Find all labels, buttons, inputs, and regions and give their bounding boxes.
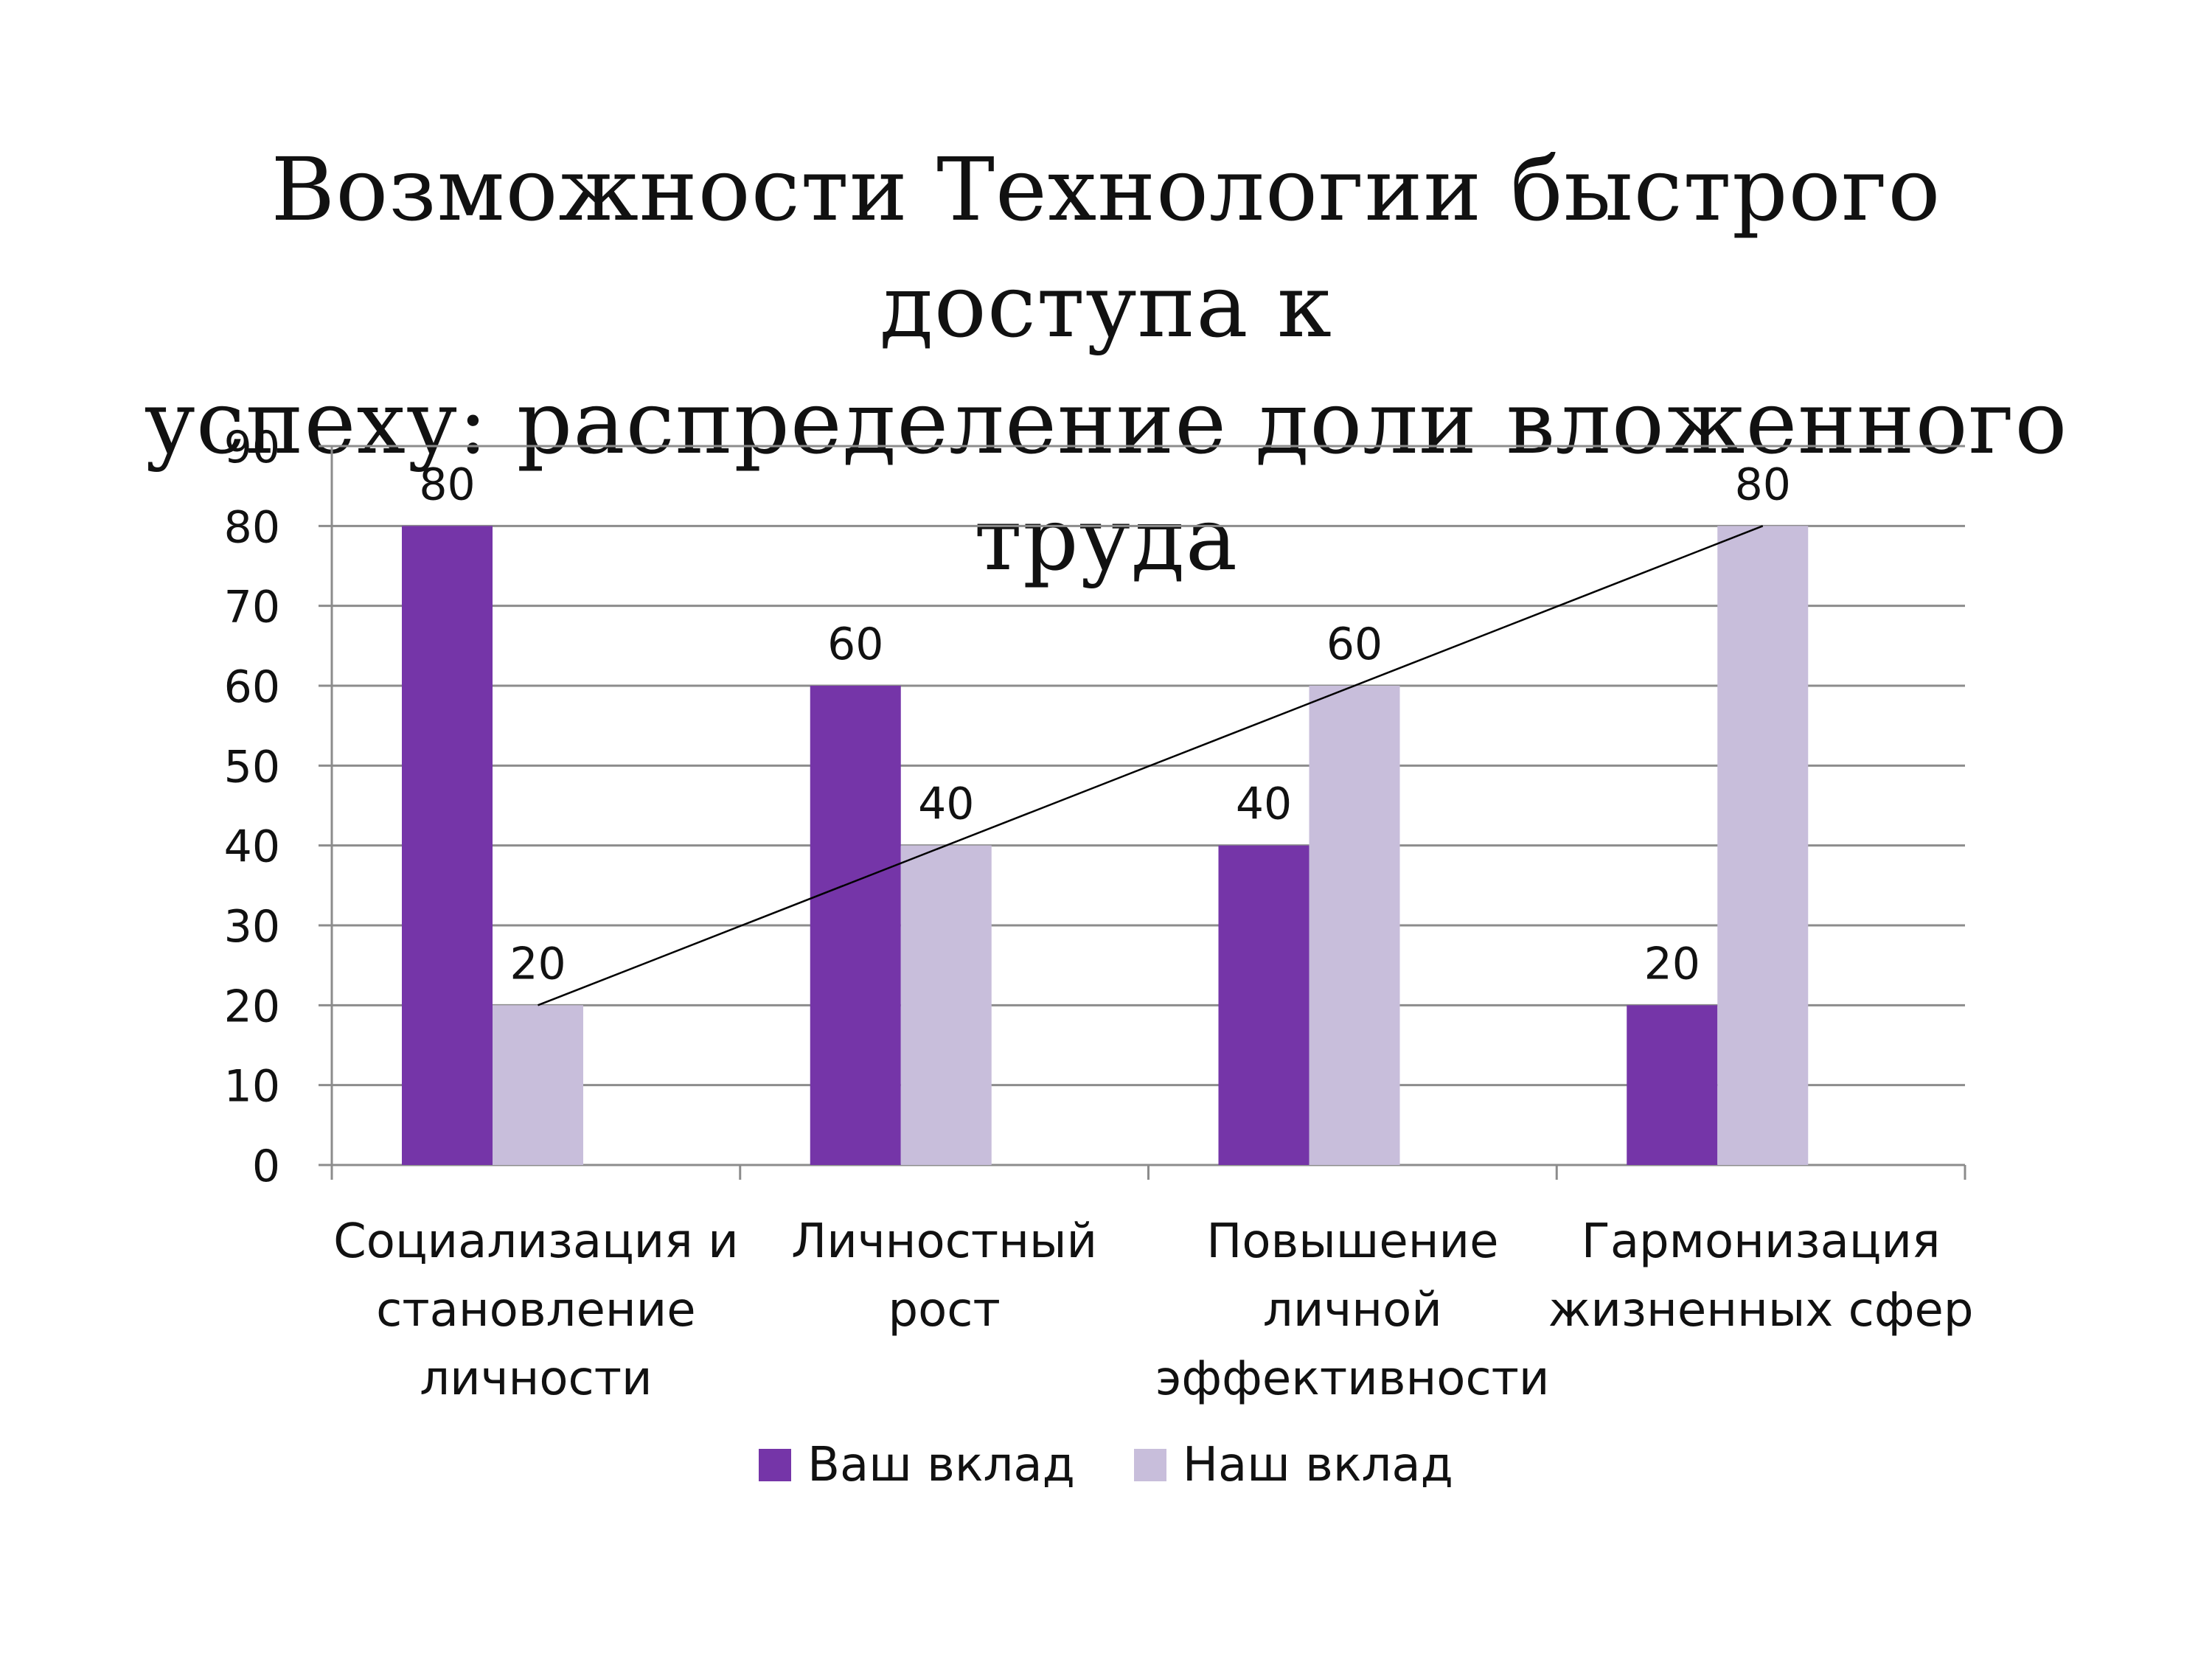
legend-swatch-series-1	[759, 1449, 792, 1481]
y-tick-labels: 0 10 20 30 40 50 60 70 80 90	[224, 422, 280, 1192]
data-label: 80	[419, 459, 475, 510]
legend-label-series-1: Ваш вклад	[807, 1438, 1075, 1492]
trendline	[538, 525, 1764, 1006]
data-label: 60	[1326, 619, 1382, 670]
y-tick-label: 10	[224, 1061, 280, 1113]
category-label-line: Повышение	[1206, 1214, 1498, 1269]
data-label: 60	[827, 619, 883, 670]
bar-series-1	[1218, 845, 1310, 1165]
data-label: 40	[918, 779, 974, 830]
category-label: Социализация и становление личности	[333, 1214, 739, 1406]
category-label: Гармонизация жизненных сфер	[1548, 1214, 1974, 1338]
category-label: Личностный рост	[791, 1214, 1097, 1338]
bar-series-2	[493, 1005, 583, 1165]
bar-series-1	[810, 686, 901, 1165]
data-labels: 80 60 40 20 20 40 60 80	[419, 459, 1791, 990]
category-label-line: эффективности	[1155, 1352, 1549, 1406]
title-line-2: успеху: распределение доли вложенного тр…	[144, 372, 2068, 590]
data-label: 20	[509, 938, 566, 990]
category-label: Повышение личной эффективности	[1155, 1214, 1549, 1406]
bar-series-2	[1717, 526, 1809, 1165]
category-label-line: Личностный	[791, 1214, 1097, 1269]
y-tick-label: 60	[224, 661, 280, 713]
legend: Ваш вклад Наш вклад	[0, 1438, 2212, 1492]
category-label-line: Социализация и	[333, 1214, 739, 1269]
y-tick-label: 90	[224, 422, 280, 473]
data-label: 20	[1644, 938, 1700, 990]
category-label-line: личности	[420, 1352, 652, 1406]
legend-item-series-1: Ваш вклад	[759, 1438, 1075, 1492]
bars	[402, 526, 1809, 1165]
legend-item-series-2: Наш вклад	[1133, 1438, 1453, 1492]
bar-series-1	[1627, 1005, 1718, 1165]
bar-series-2	[900, 845, 992, 1165]
y-tick-label: 30	[224, 901, 280, 953]
title-line-1: Возможности Технологии быстрого доступа …	[271, 139, 1941, 357]
category-label-line: жизненных сфер	[1548, 1283, 1974, 1338]
y-tick-label: 70	[224, 582, 280, 633]
legend-label-series-2: Наш вклад	[1182, 1438, 1453, 1492]
y-tick-label: 80	[224, 501, 280, 553]
y-tick-label: 50	[224, 741, 280, 793]
y-tick-label: 40	[224, 821, 280, 873]
slide-title: Возможности Технологии быстрого доступа …	[111, 131, 2101, 597]
legend-swatch-series-2	[1133, 1449, 1166, 1481]
bar-series-1	[402, 526, 493, 1165]
data-label: 40	[1236, 779, 1292, 830]
bar-series-2	[1309, 686, 1400, 1165]
trendline-layer	[538, 525, 1764, 1006]
category-label-line: личной	[1263, 1283, 1442, 1338]
category-label-line: рост	[888, 1283, 1001, 1338]
y-tick-label: 0	[252, 1141, 280, 1192]
category-label-line: Гармонизация	[1582, 1214, 1941, 1269]
category-labels: Социализация и становление личности Личност…	[333, 1214, 1973, 1406]
y-tick-label: 20	[224, 981, 280, 1032]
category-label-line: становление	[376, 1283, 696, 1338]
data-label: 80	[1735, 459, 1791, 510]
